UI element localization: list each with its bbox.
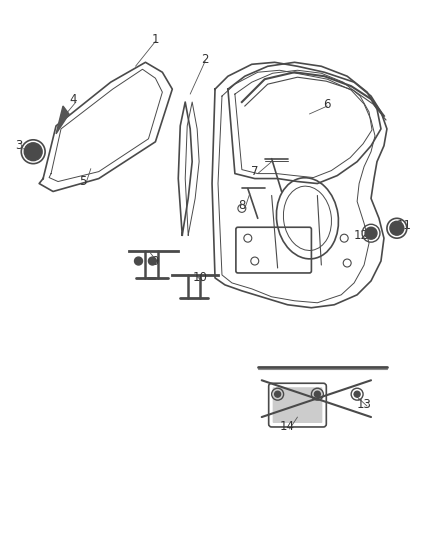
Circle shape — [354, 391, 360, 397]
Text: 12: 12 — [353, 229, 369, 241]
Circle shape — [275, 391, 281, 397]
Text: 3: 3 — [16, 139, 23, 152]
Polygon shape — [56, 106, 69, 134]
Circle shape — [24, 143, 42, 160]
Text: 8: 8 — [238, 199, 246, 212]
Circle shape — [365, 227, 377, 239]
Text: 5: 5 — [79, 175, 87, 188]
Text: 6: 6 — [324, 98, 331, 110]
Circle shape — [134, 257, 142, 265]
Text: 11: 11 — [396, 219, 411, 232]
Text: 10: 10 — [193, 271, 208, 285]
Text: 1: 1 — [152, 33, 159, 46]
Text: 2: 2 — [201, 53, 209, 66]
Circle shape — [390, 221, 404, 235]
Text: 9: 9 — [152, 255, 159, 268]
Text: 4: 4 — [69, 93, 77, 106]
Text: 13: 13 — [357, 398, 371, 410]
Circle shape — [148, 257, 156, 265]
Text: 7: 7 — [251, 165, 258, 178]
Circle shape — [314, 391, 320, 397]
Text: 14: 14 — [280, 421, 295, 433]
FancyBboxPatch shape — [273, 387, 322, 423]
